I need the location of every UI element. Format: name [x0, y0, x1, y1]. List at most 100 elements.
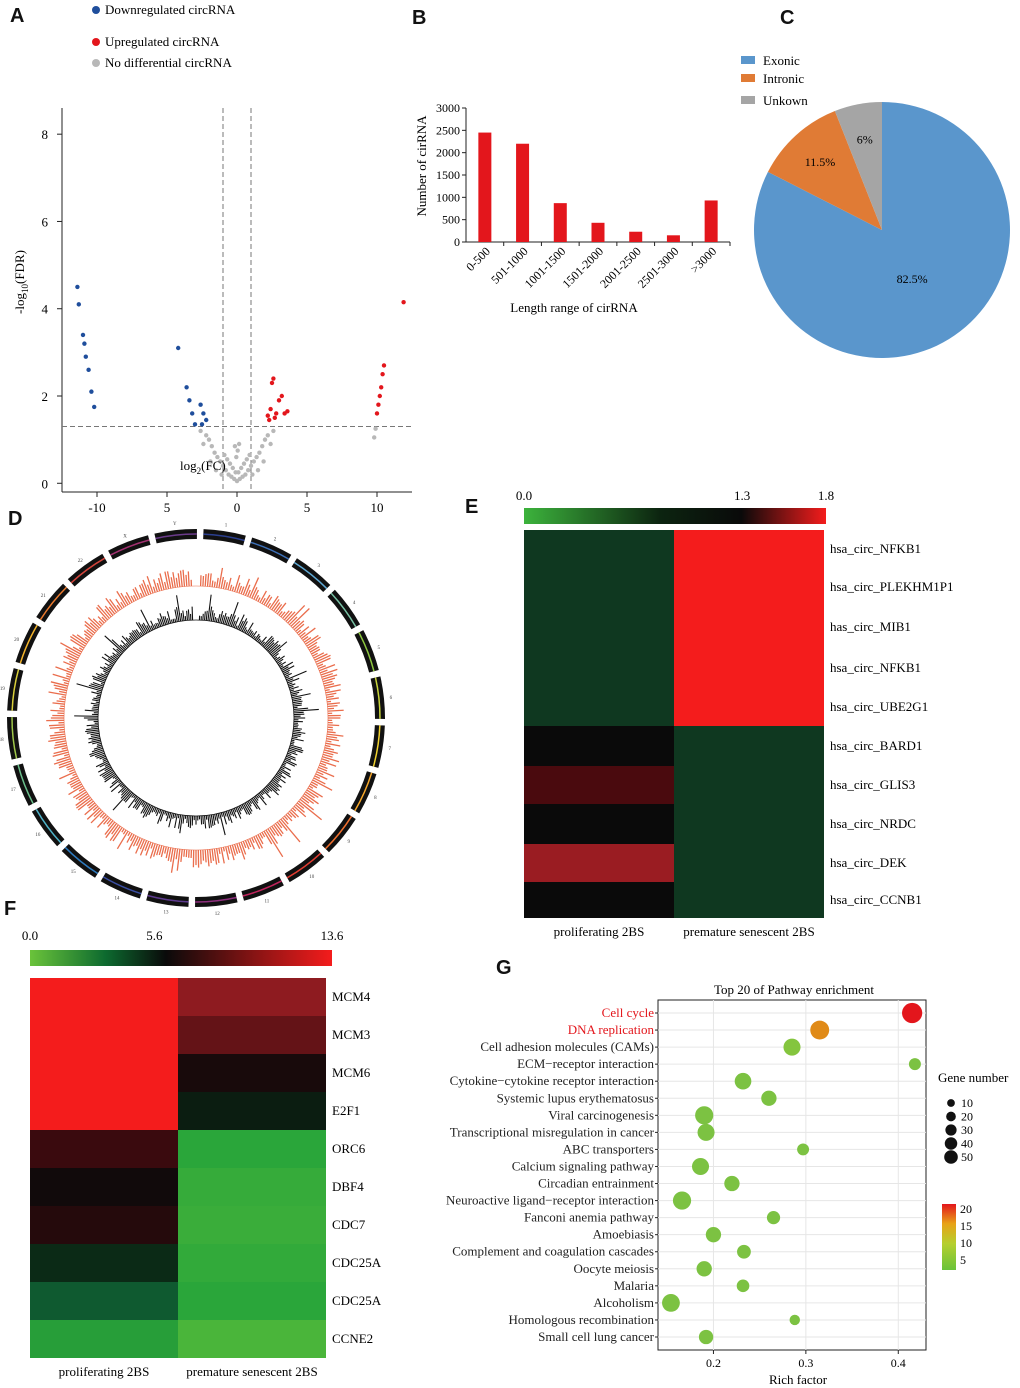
- circos-black-bar: [102, 758, 108, 762]
- circos-black-bar: [131, 630, 139, 640]
- circos-orange-bar: [130, 595, 135, 602]
- volcano-ns-point: [244, 457, 249, 462]
- circos-orange-bar: [316, 657, 331, 665]
- circos-black-bar: [261, 641, 265, 646]
- volcano-ns-point: [201, 441, 206, 447]
- circos-chromosome-band: [17, 764, 34, 804]
- circos-orange-bar: [61, 747, 68, 750]
- circos-orange-bar: [290, 608, 310, 627]
- circos-orange-bar: [66, 672, 72, 676]
- circos-black-bar: [209, 606, 213, 622]
- circos-orange-bar: [218, 567, 224, 589]
- circos-black-bar: [270, 780, 279, 788]
- circos-orange-bar: [122, 829, 127, 835]
- bar-x-tick-label: >3000: [688, 244, 720, 276]
- circos-black-bar: [224, 616, 228, 625]
- circos-orange-bar: [269, 827, 276, 836]
- circos-orange-bar: [271, 825, 280, 837]
- bar-x-tick-label: 0-500: [463, 244, 493, 274]
- circos-chromosome-band: [354, 772, 373, 812]
- circos-orange-bar: [295, 804, 305, 813]
- circos-orange-bar: [263, 594, 271, 606]
- circos-orange-bar: [251, 837, 255, 844]
- bar-series: [478, 132, 718, 242]
- heatmap-cell: [30, 1092, 178, 1130]
- circos-black-bar: [103, 770, 115, 779]
- enrichment-pathway-labels: Cell cycle DNA replication Cell adhesion m…: [446, 1005, 658, 1344]
- circos-orange-bar: [240, 586, 245, 595]
- circos-chromosome-band: [110, 539, 150, 556]
- circos-orange-bar: [65, 648, 80, 657]
- circos-black-bar: [153, 624, 157, 629]
- circos-orange-bar: [229, 584, 233, 591]
- volcano-up-point: [265, 413, 270, 418]
- enrichment-point: [736, 1279, 750, 1293]
- circos-orange-bar: [209, 573, 212, 587]
- volcano-x-tick-label: 5: [164, 500, 171, 515]
- heatmap-cell: [674, 606, 824, 648]
- circos-orange-bar: [121, 828, 125, 833]
- circos-black-bar: [290, 741, 295, 744]
- circos-orange-bar: [295, 623, 305, 632]
- circos-black-bar: [162, 616, 167, 625]
- circos-black-bar: [96, 694, 101, 697]
- circos-black-bar: [179, 814, 183, 834]
- circos-orange-bar: [175, 577, 179, 588]
- bar-4: [591, 222, 605, 242]
- heatmap-row-label: DBF4: [332, 1179, 364, 1194]
- circos-black-bar: [92, 741, 102, 745]
- circos-black-bar: [116, 648, 123, 655]
- circos-black-bar: [159, 613, 165, 626]
- circos-orange-bar: [67, 777, 79, 785]
- circos-orange-bar: [98, 620, 104, 626]
- circos-black-bar: [244, 802, 252, 815]
- heatmap-row-label: hsa_circ_PLEKHM1P1: [830, 579, 954, 594]
- circos-orange-bar: [125, 592, 133, 603]
- heatmap-cell: [524, 530, 674, 568]
- heatmap-cell: [178, 1054, 326, 1092]
- circos-chromosome-label: 9: [348, 840, 351, 845]
- circos-black-bar: [186, 815, 189, 824]
- circos-black-bar: [202, 815, 204, 825]
- circos-black-bar: [111, 639, 125, 652]
- volcano-down-point: [76, 302, 82, 307]
- circos-black-bar: [189, 815, 192, 829]
- circos-black-bar: [253, 796, 259, 804]
- pathway-enrichment-plot: Top 20 of Pathway enrichment Cell cycle D…: [446, 982, 1009, 1387]
- circos-orange-bar: [317, 663, 324, 668]
- circos-orange-bar: [69, 661, 76, 665]
- circos-orange-bar: [220, 847, 225, 864]
- heatmap-cell: [674, 688, 824, 726]
- circos-orange-bar: [315, 654, 331, 663]
- circos-orange-bar: [301, 627, 316, 640]
- circos-black-bar: [215, 618, 218, 623]
- circos-black-bar: [279, 768, 291, 775]
- circos-orange-bar: [115, 598, 123, 609]
- volcano-ns-point: [257, 450, 262, 455]
- enrichment-pathway-label: Viral carcinogenesis: [548, 1107, 654, 1122]
- circos-orange-bar: [156, 844, 161, 856]
- volcano-up-point: [274, 411, 279, 416]
- circos-black-bar: [76, 683, 102, 692]
- circos-black-bar: [146, 625, 151, 632]
- circos-black-bar: [257, 793, 267, 806]
- circos-orange-bar: [52, 702, 65, 705]
- volcano-ns-point: [265, 433, 270, 438]
- circos-orange-bar: [302, 636, 309, 641]
- circos-chromosome-band: [286, 852, 322, 879]
- circos-orange-bar: [185, 574, 188, 587]
- circos-orange-bar: [127, 831, 131, 837]
- circos-orange-bar: [269, 595, 279, 609]
- circos-chromosome-label: 17: [11, 788, 17, 793]
- heatmap-cell: [674, 726, 824, 766]
- circos-orange-bar: [324, 747, 335, 751]
- volcano-ns-point: [230, 465, 235, 471]
- enrichment-pathway-label: Transcriptional misregulation in cancer: [450, 1124, 655, 1139]
- circos-black-bar: [287, 752, 292, 756]
- gene-number-legend-dot: [947, 1099, 955, 1107]
- circos-orange-bar: [179, 570, 183, 587]
- pie-legend-label: Exonic: [763, 53, 800, 68]
- circos-orange-bar: [249, 838, 256, 850]
- circos-black-bar: [222, 812, 228, 825]
- bar-x-tick-label: 2501-3000: [635, 244, 682, 291]
